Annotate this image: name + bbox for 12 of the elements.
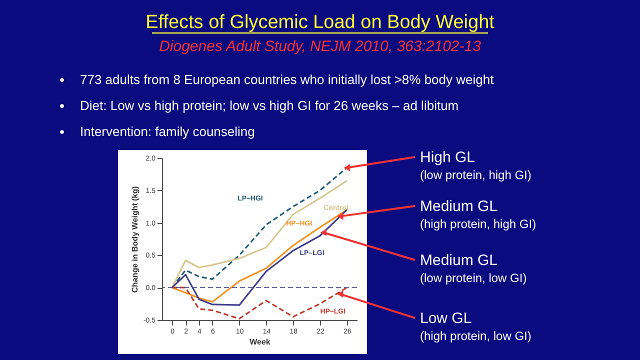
- x-axis-title: Week: [250, 338, 271, 346]
- chart-subtitle: Diogenes Adult Study, NEJM 2010, 363:2102-13: [159, 38, 482, 55]
- line-series: [171, 286, 348, 320]
- text: Intervention: family counseling: [80, 124, 255, 139]
- annotation: Medium GL (low protein, low GI): [420, 252, 527, 285]
- annotation: Medium GL (high protein, high GI): [420, 198, 536, 231]
- y-axis-title: Change in Body Weight (kg): [130, 186, 140, 293]
- text: 773 adults from 8 European countries who initially lost >8% body weight: [80, 72, 494, 87]
- annotation: High GL (low protein, high GI): [420, 149, 532, 182]
- annotation: Low GL (high protein, low GI): [420, 310, 532, 343]
- text: Diet: Low vs high protein; low vs high GI for 26 weeks – ad libitum: [80, 98, 459, 113]
- chart-title: Effects of Glycemic Load on Body Weight: [146, 12, 496, 33]
